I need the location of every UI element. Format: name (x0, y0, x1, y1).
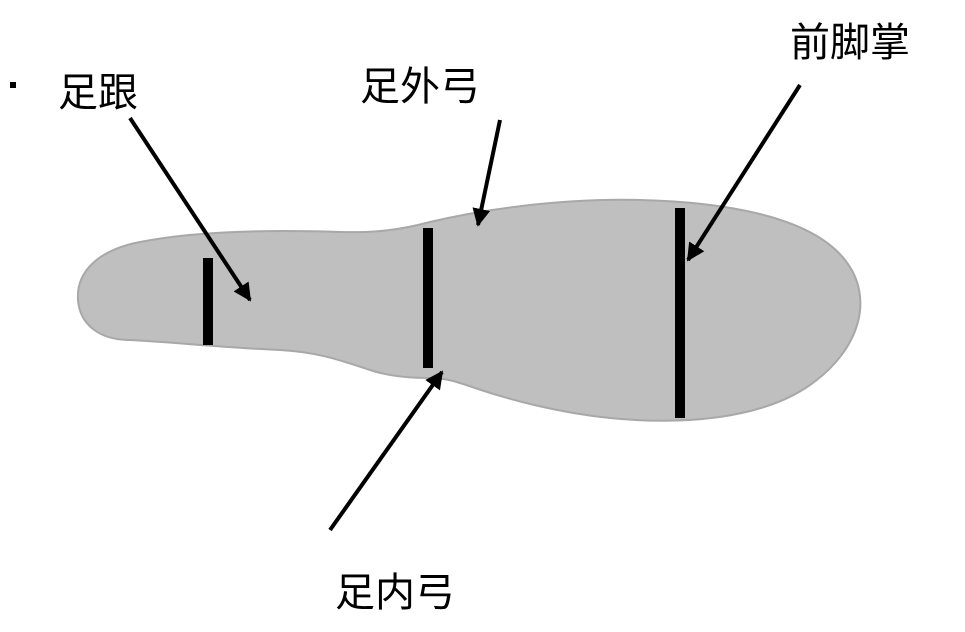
stray-dot (10, 82, 16, 88)
arrow-inner_arch (330, 372, 442, 530)
label-inner-arch: 足内弓 (335, 560, 455, 618)
label-outer-arch: 足外弓 (360, 54, 480, 112)
label-forefoot: 前脚掌 (790, 10, 910, 68)
footprint-shape (78, 200, 861, 421)
label-heel: 足跟 (58, 60, 138, 118)
